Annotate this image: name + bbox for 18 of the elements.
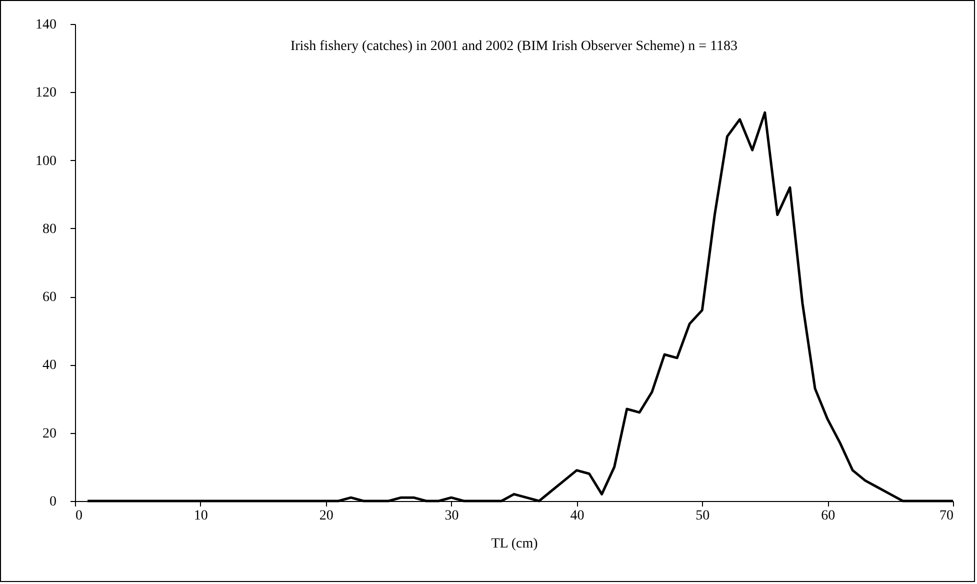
y-tick-label: 60 <box>42 290 56 306</box>
y-tick-label: 40 <box>42 358 56 374</box>
x-tick-label: 40 <box>570 508 584 524</box>
y-tick-label: 0 <box>50 494 56 510</box>
y-tick-label: 20 <box>42 426 56 442</box>
x-tick-label: 50 <box>696 508 710 524</box>
x-tick-label: 30 <box>444 508 459 524</box>
x-tick-label: 60 <box>821 508 836 524</box>
x-tick-label: 20 <box>319 508 334 524</box>
text: Irish fishery (catches) in 2001 and 2002 (BIM Irish Observer Scheme) n = 1183 <box>290 39 738 54</box>
y-tick-label: 80 <box>42 222 56 237</box>
y-tick-label: 120 <box>36 86 56 101</box>
x-tick-label: 10 <box>194 508 208 524</box>
y-tick-label: 100 <box>36 154 56 169</box>
y-tick-label: 140 <box>36 18 56 32</box>
x-tick-label: 70 <box>940 508 954 524</box>
x-tick-label: 0 <box>76 508 82 524</box>
x-axis-title: TL (cm) <box>491 536 538 552</box>
